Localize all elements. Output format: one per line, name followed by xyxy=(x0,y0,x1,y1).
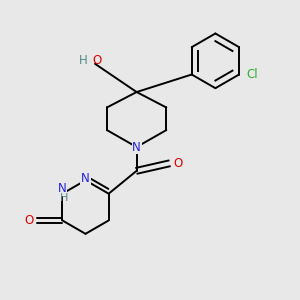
Text: O: O xyxy=(173,157,182,170)
Text: N: N xyxy=(132,140,141,154)
Text: N: N xyxy=(58,182,67,195)
Text: O: O xyxy=(24,214,33,227)
Text: O: O xyxy=(93,54,102,67)
Text: N: N xyxy=(81,172,90,185)
Text: H: H xyxy=(79,54,88,67)
Text: Cl: Cl xyxy=(247,68,258,81)
Text: H: H xyxy=(60,193,69,203)
